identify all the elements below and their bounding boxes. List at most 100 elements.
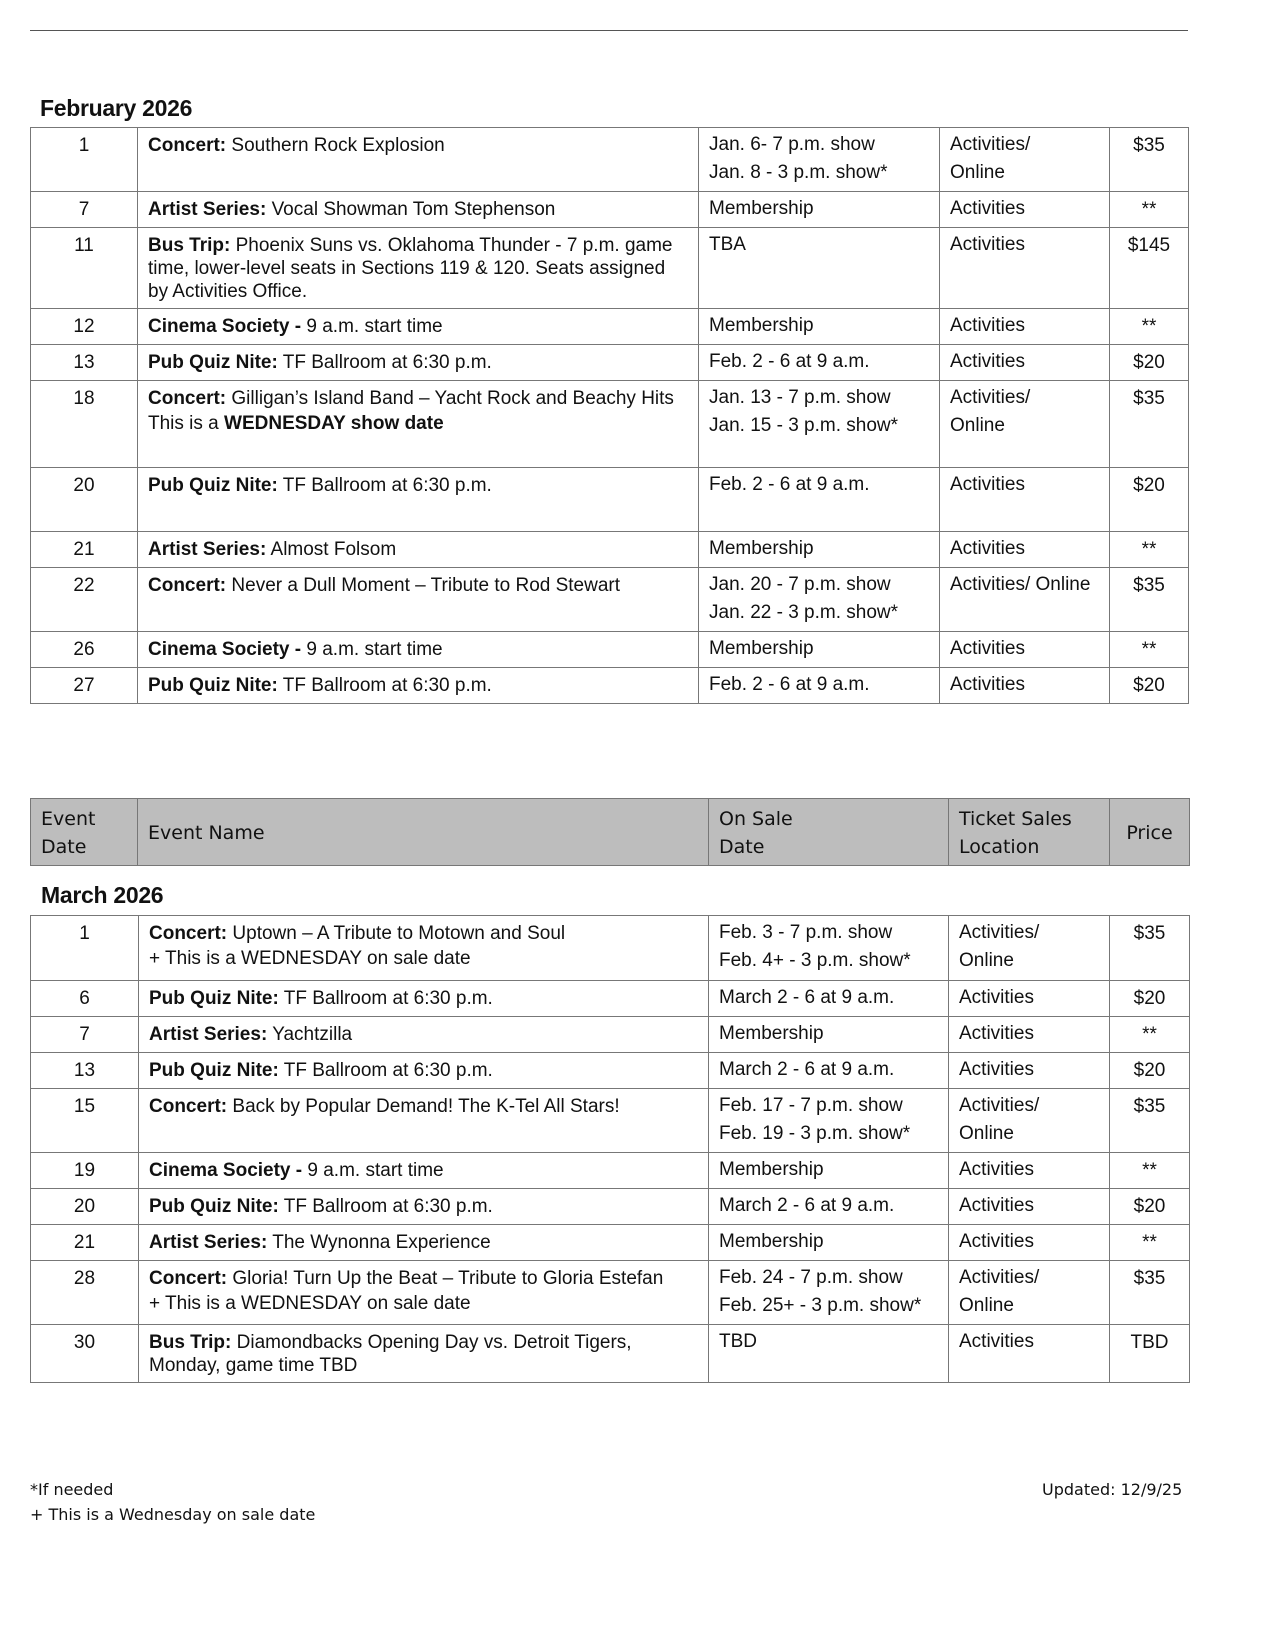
event-name: TF Ballroom at 6:30 p.m.	[283, 988, 493, 1009]
event-type: Concert:	[148, 388, 227, 409]
event-note-text: This is a	[148, 413, 225, 434]
on-sale-date: TBA	[709, 234, 746, 255]
ticket-location-cell: Activities/Online	[948, 1260, 1110, 1325]
event-name-cell: Pub Quiz Nite: TF Ballroom at 6:30 p.m.	[137, 667, 699, 704]
event-row: 21 Artist Series: The Wynonna Experience M…	[30, 1224, 1190, 1261]
february-events-table: 1 Concert: Southern Rock Explosion Jan. 6-…	[30, 127, 1189, 704]
ticket-location: Activities	[950, 638, 1025, 659]
event-type: Artist Series:	[149, 1024, 268, 1045]
event-name: Uptown – A Tribute to Motown and Soul	[232, 923, 566, 944]
top-divider	[30, 30, 1188, 31]
ticket-location: Online	[959, 1295, 1014, 1316]
event-name: TF Ballroom at 6:30 p.m.	[283, 1196, 493, 1217]
on-sale-date-cell: TBD	[708, 1324, 949, 1383]
on-sale-date: March 2 - 6 at 9 a.m.	[719, 987, 895, 1008]
event-name: Vocal Showman Tom Stephenson	[271, 199, 556, 220]
ticket-location-cell: Activities	[948, 1152, 1110, 1189]
event-type: Pub Quiz Nite:	[149, 1196, 279, 1217]
event-name: Gilligan’s Island Band – Yacht Rock and …	[231, 388, 674, 409]
ticket-location: Activities	[950, 198, 1025, 219]
ticket-location-cell: Activities	[948, 1324, 1110, 1383]
ticket-location-cell: Activities	[948, 1052, 1110, 1089]
event-title: Cinema Society - 9 a.m. start time	[148, 315, 688, 338]
on-sale-date-cell: Jan. 13 - 7 p.m. show Jan. 15 - 3 p.m. sh…	[698, 380, 940, 468]
on-sale-date: Feb. 2 - 6 at 9 a.m.	[709, 674, 870, 695]
event-date: 1	[30, 915, 139, 981]
on-sale-date-cell: March 2 - 6 at 9 a.m.	[708, 980, 949, 1017]
event-price: $35	[1109, 567, 1189, 632]
event-name: Almost Folsom	[270, 539, 397, 560]
event-name-cell: Artist Series: Almost Folsom	[137, 531, 699, 568]
event-date: 1	[30, 127, 138, 192]
event-row: 28 Concert: Gloria! Turn Up the Beat – Tr…	[30, 1260, 1190, 1325]
header-ticket-location: Ticket Sales Location	[948, 798, 1110, 866]
on-sale-date-cell: Membership	[708, 1152, 949, 1189]
ticket-location-cell: Activities	[939, 631, 1110, 668]
event-type: Artist Series:	[148, 539, 267, 560]
event-name-cell: Concert: Gloria! Turn Up the Beat – Trib…	[138, 1260, 709, 1325]
event-date: 11	[30, 227, 138, 309]
event-name-cell: Pub Quiz Nite: TF Ballroom at 6:30 p.m.	[137, 467, 699, 532]
event-name-cell: Concert: Back by Popular Demand! The K-T…	[138, 1088, 709, 1153]
on-sale-date: Feb. 3 - 7 p.m. show	[719, 922, 893, 943]
on-sale-date: Feb. 2 - 6 at 9 a.m.	[709, 351, 870, 372]
event-title: Concert: Back by Popular Demand! The K-T…	[149, 1095, 698, 1118]
event-title: Concert: Southern Rock Explosion	[148, 134, 688, 157]
on-sale-date-cell: Feb. 2 - 6 at 9 a.m.	[698, 344, 940, 381]
on-sale-date-cell: March 2 - 6 at 9 a.m.	[708, 1052, 949, 1089]
event-row: 22 Concert: Never a Dull Moment – Tribute…	[30, 567, 1189, 632]
event-price: $20	[1109, 980, 1190, 1017]
event-row: 27 Pub Quiz Nite: TF Ballroom at 6:30 p.m…	[30, 667, 1189, 704]
footnote-wednesday: + This is a Wednesday on sale date	[30, 1505, 316, 1524]
event-name-cell: Pub Quiz Nite: TF Ballroom at 6:30 p.m.	[138, 980, 709, 1017]
event-price: $20	[1109, 344, 1189, 381]
event-name-cell: Concert: Never a Dull Moment – Tribute t…	[137, 567, 699, 632]
event-type: Bus Trip:	[148, 235, 231, 256]
event-row: 1 Concert: Uptown – A Tribute to Motown a…	[30, 915, 1190, 981]
event-row: 20 Pub Quiz Nite: TF Ballroom at 6:30 p.m…	[30, 467, 1189, 532]
ticket-location-cell: Activities	[939, 531, 1110, 568]
on-sale-date: Jan. 8 - 3 p.m. show*	[709, 162, 888, 183]
event-date: 28	[30, 1260, 139, 1325]
on-sale-date: TBD	[719, 1331, 757, 1352]
event-price: $145	[1109, 227, 1189, 309]
event-date: 13	[30, 1052, 139, 1089]
header-row: Event Date Event Name On Sale Date Ticket …	[30, 798, 1190, 866]
event-name-cell: Pub Quiz Nite: TF Ballroom at 6:30 p.m.	[138, 1052, 709, 1089]
ticket-location: Activities	[959, 1159, 1034, 1180]
event-name: 9 a.m. start time	[306, 316, 443, 337]
event-row: 19 Cinema Society - 9 a.m. start time Memb…	[30, 1152, 1190, 1189]
header-event-date: Event Date	[30, 798, 138, 866]
february-heading: February 2026	[40, 95, 193, 121]
event-name: TF Ballroom at 6:30 p.m.	[283, 1060, 493, 1081]
event-date: 13	[30, 344, 138, 381]
event-title: Concert: Gloria! Turn Up the Beat – Trib…	[149, 1267, 698, 1290]
event-name-cell: Artist Series: Yachtzilla	[138, 1016, 709, 1053]
header-price: Price	[1109, 798, 1190, 866]
event-type: Artist Series:	[148, 199, 267, 220]
header-text: On Sale	[719, 808, 793, 830]
on-sale-date-cell: March 2 - 6 at 9 a.m.	[708, 1188, 949, 1225]
event-type: Cinema Society -	[149, 1160, 303, 1181]
event-date: 21	[30, 531, 138, 568]
event-date: 12	[30, 308, 138, 345]
event-note: + This is a WEDNESDAY on sale date	[149, 945, 698, 973]
on-sale-date-cell: Feb. 24 - 7 p.m. show Feb. 25+ - 3 p.m. s…	[708, 1260, 949, 1325]
event-price: $35	[1109, 127, 1189, 192]
event-name-cell: Cinema Society - 9 a.m. start time	[137, 631, 699, 668]
ticket-location: Activities/	[959, 1267, 1040, 1288]
event-price: $35	[1109, 915, 1190, 981]
event-title: Bus Trip: Phoenix Suns vs. Oklahoma Thun…	[148, 234, 688, 303]
ticket-location-cell: Activities/Online	[948, 915, 1110, 981]
event-row: 11 Bus Trip: Phoenix Suns vs. Oklahoma Th…	[30, 227, 1189, 309]
event-price: **	[1109, 1224, 1190, 1261]
event-type: Concert:	[148, 135, 227, 156]
ticket-location-cell: Activities	[948, 1224, 1110, 1261]
ticket-location: Activities	[950, 351, 1025, 372]
event-note: This is a WEDNESDAY show date	[148, 410, 688, 438]
event-date: 20	[30, 467, 138, 532]
ticket-location: Activities	[959, 1231, 1034, 1252]
ticket-location: Activities	[950, 234, 1025, 255]
event-name-cell: Artist Series: Vocal Showman Tom Stephen…	[137, 191, 699, 228]
on-sale-date: March 2 - 6 at 9 a.m.	[719, 1059, 895, 1080]
